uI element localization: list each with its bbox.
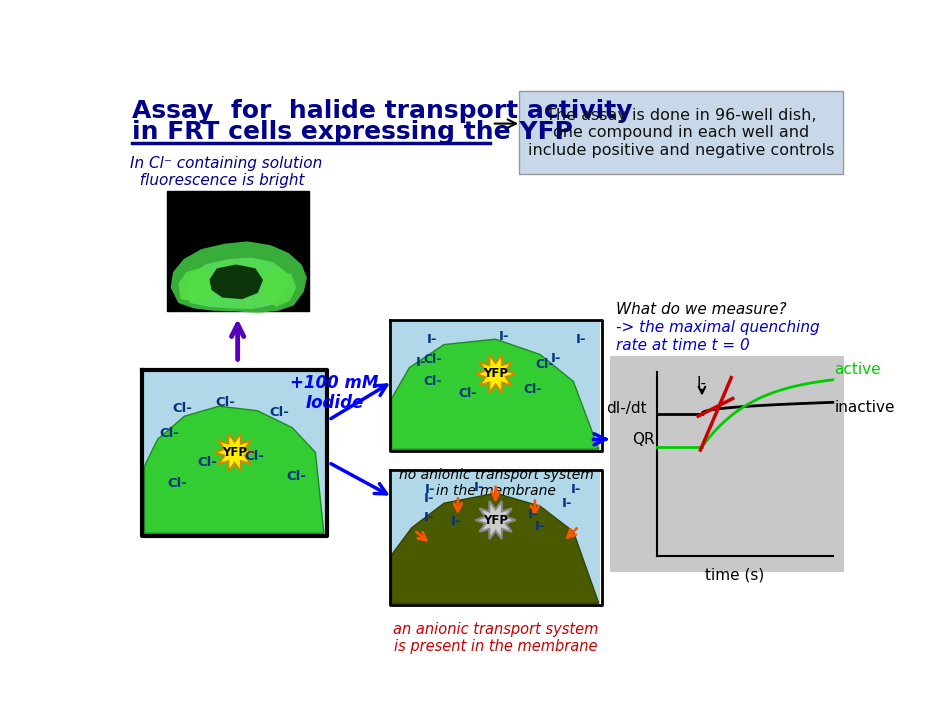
Text: fluorescence is bright: fluorescence is bright bbox=[130, 173, 305, 188]
Text: I-: I- bbox=[551, 352, 561, 365]
Text: The assay is done in 96-well dish,
one compound in each well and
include positiv: The assay is done in 96-well dish, one c… bbox=[528, 108, 834, 157]
Text: Cl-: Cl- bbox=[458, 386, 476, 400]
Text: Cl-: Cl- bbox=[198, 456, 218, 469]
Text: Cl-: Cl- bbox=[523, 383, 542, 396]
Polygon shape bbox=[215, 433, 254, 471]
Text: QR: QR bbox=[632, 432, 655, 447]
Text: rate at time t = 0: rate at time t = 0 bbox=[616, 337, 749, 352]
Bar bbox=[392, 471, 601, 603]
Text: I-: I- bbox=[415, 356, 426, 369]
Text: I-: I- bbox=[499, 330, 509, 343]
Text: Cl-: Cl- bbox=[534, 358, 553, 371]
Text: Cl-: Cl- bbox=[172, 402, 192, 415]
Polygon shape bbox=[392, 339, 599, 450]
Text: I-: I- bbox=[425, 483, 435, 496]
Bar bbox=[609, 356, 845, 571]
Text: Cl-: Cl- bbox=[270, 406, 289, 419]
Text: YFP: YFP bbox=[222, 446, 247, 459]
Polygon shape bbox=[145, 406, 324, 533]
Polygon shape bbox=[392, 493, 599, 603]
Text: time (s): time (s) bbox=[705, 567, 764, 582]
Text: is present in the membrane: is present in the membrane bbox=[394, 640, 598, 654]
Bar bbox=[144, 372, 325, 534]
Polygon shape bbox=[476, 501, 516, 539]
Text: I-: I- bbox=[535, 520, 546, 532]
Bar bbox=[166, 191, 309, 311]
Text: I-: I- bbox=[424, 492, 434, 505]
Text: Cl-: Cl- bbox=[216, 396, 236, 409]
Polygon shape bbox=[170, 241, 307, 313]
Text: Cl-: Cl- bbox=[287, 470, 307, 483]
Text: Cl-: Cl- bbox=[159, 427, 179, 440]
Text: I-: I- bbox=[450, 515, 461, 528]
Text: I-: I- bbox=[571, 483, 582, 496]
Text: dI-/dt: dI-/dt bbox=[606, 401, 647, 416]
Polygon shape bbox=[179, 267, 212, 303]
Text: in FRT cells expressing the YFP: in FRT cells expressing the YFP bbox=[132, 120, 573, 144]
Text: inactive: inactive bbox=[834, 400, 895, 415]
Text: Cl-: Cl- bbox=[423, 375, 442, 388]
Text: YFP: YFP bbox=[483, 513, 508, 527]
Text: I-: I- bbox=[527, 508, 538, 521]
Text: I-: I- bbox=[473, 481, 484, 493]
Polygon shape bbox=[186, 257, 289, 309]
Text: In Cl⁻ containing solution: In Cl⁻ containing solution bbox=[130, 156, 322, 171]
Text: I-: I- bbox=[576, 333, 587, 346]
Text: I-: I- bbox=[697, 376, 707, 391]
Text: no anionic transport system
in the membrane: no anionic transport system in the membr… bbox=[398, 468, 593, 498]
Text: an anionic transport system: an anionic transport system bbox=[394, 622, 599, 637]
Text: -> the maximal quenching: -> the maximal quenching bbox=[616, 320, 819, 335]
Text: YFP: YFP bbox=[483, 367, 508, 380]
Bar bbox=[392, 321, 601, 450]
Text: What do we measure?: What do we measure? bbox=[616, 302, 786, 317]
Polygon shape bbox=[263, 268, 296, 307]
Text: I-: I- bbox=[424, 511, 434, 525]
FancyBboxPatch shape bbox=[519, 91, 843, 174]
Text: I-: I- bbox=[562, 497, 572, 510]
Text: Cl-: Cl- bbox=[423, 354, 442, 367]
Text: I-: I- bbox=[428, 333, 438, 346]
Text: Assay  for  halide transport activity: Assay for halide transport activity bbox=[132, 99, 633, 123]
Polygon shape bbox=[476, 354, 516, 393]
Text: Cl-: Cl- bbox=[166, 477, 186, 491]
Text: Cl-: Cl- bbox=[244, 450, 264, 463]
Polygon shape bbox=[209, 264, 263, 299]
Text: active: active bbox=[834, 362, 881, 377]
Text: +100 mM
Iodide: +100 mM Iodide bbox=[290, 374, 378, 413]
